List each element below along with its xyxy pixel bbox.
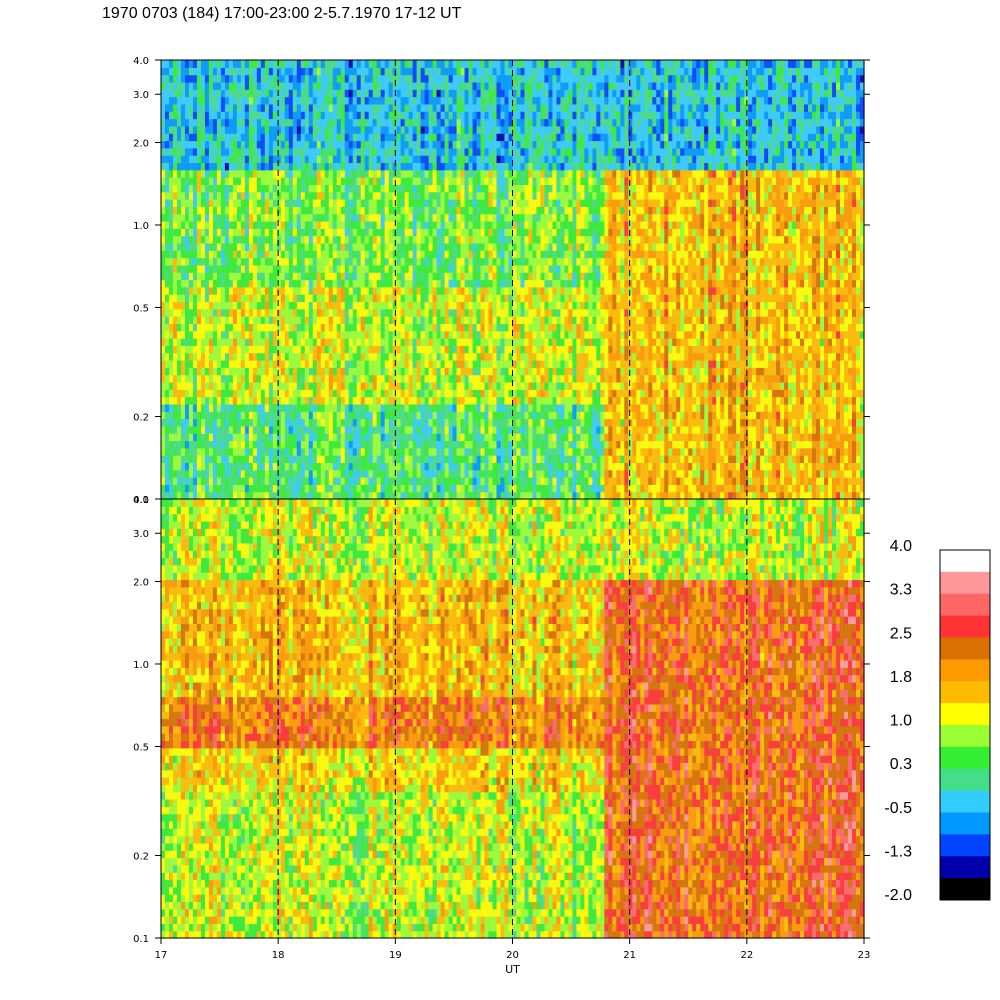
chart-title: 1970 0703 (184) 17:00-23:00 2-5.7.1970 1… [102, 5, 461, 23]
